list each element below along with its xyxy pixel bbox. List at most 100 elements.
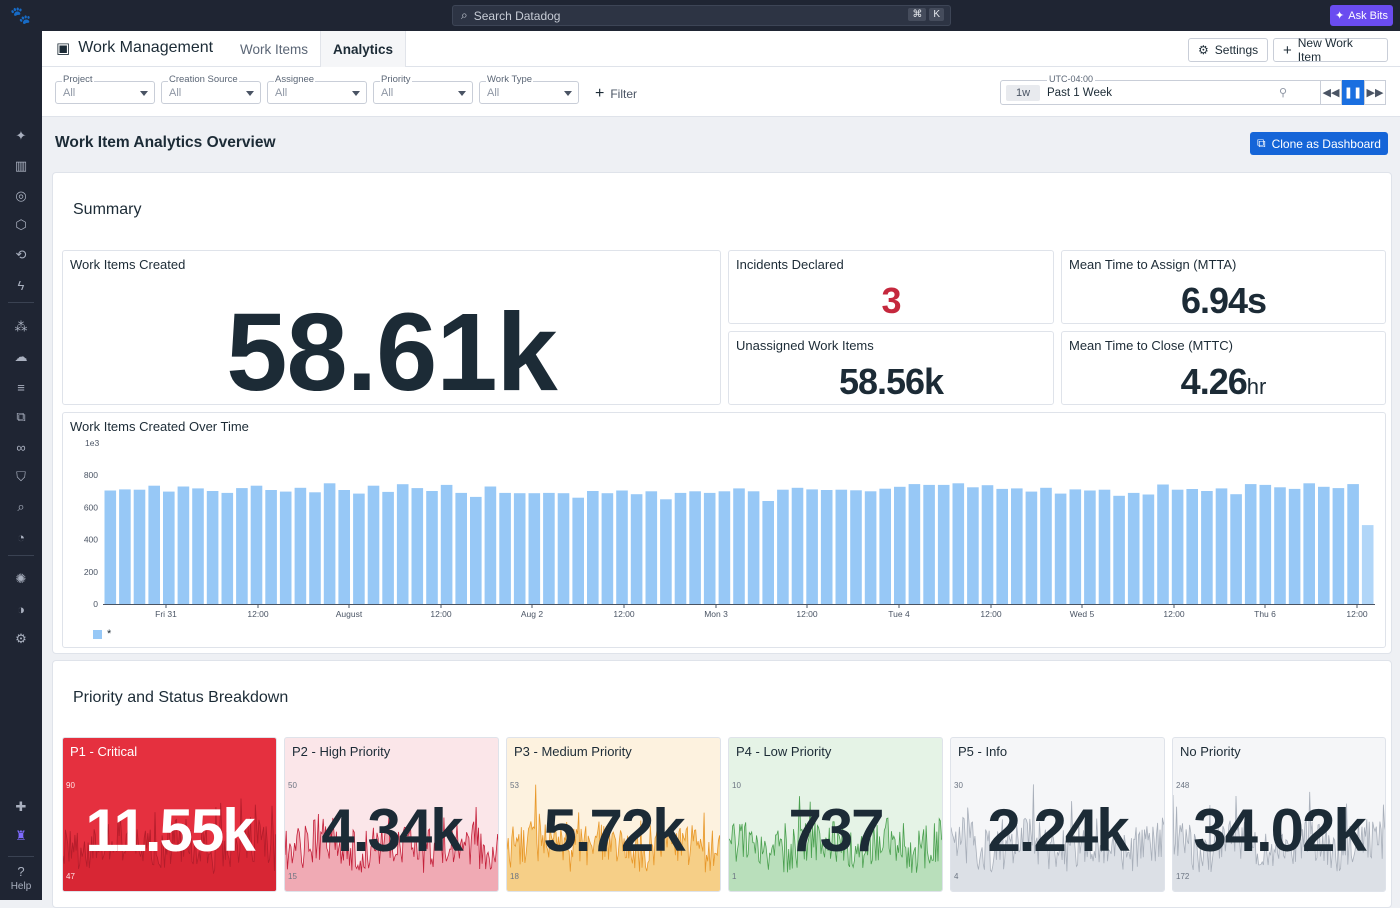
- actions-icon[interactable]: ϟ: [17, 277, 25, 293]
- synthetics-icon[interactable]: ◔: [17, 529, 25, 545]
- fast-forward-icon[interactable]: ▶▶: [1364, 80, 1386, 105]
- bar: [1142, 494, 1155, 604]
- bar: [1127, 492, 1140, 604]
- ask-bits-button[interactable]: ✦ Ask Bits: [1330, 5, 1393, 26]
- security-icon[interactable]: ⬡: [15, 217, 27, 232]
- sidebar-divider: [8, 555, 34, 556]
- clone-as-dashboard-button[interactable]: ⧉ Clone as Dashboard: [1250, 132, 1388, 155]
- bar: [806, 489, 818, 604]
- priority-card[interactable]: P3 - Medium Priority 53 18 5.72k: [506, 737, 721, 892]
- bar: [513, 493, 526, 604]
- monitors-icon[interactable]: ◎: [15, 188, 27, 203]
- x-tick-label: 12:00: [980, 609, 1002, 619]
- priority-card[interactable]: No Priority 248 172 34.02k: [1172, 737, 1386, 892]
- bar: [777, 489, 789, 604]
- bar: [1347, 484, 1359, 604]
- new-work-item-button[interactable]: + New Work Item: [1273, 36, 1388, 64]
- bar: [587, 491, 599, 604]
- bar: [192, 488, 204, 604]
- priority-card-ymin: 1: [732, 872, 737, 881]
- datadog-logo-icon[interactable]: 🐾: [10, 6, 32, 25]
- bar: [353, 493, 365, 604]
- bar: [148, 485, 160, 604]
- priority-card-ymin: 18: [510, 872, 519, 881]
- incidents-declared-widget[interactable]: Incidents Declared 3: [728, 250, 1054, 324]
- bar: [996, 488, 1008, 604]
- bar: [660, 499, 672, 604]
- x-tick-label: 12:00: [796, 609, 818, 619]
- bar: [733, 488, 745, 604]
- tab-analytics[interactable]: Analytics: [320, 31, 407, 68]
- pin-icon[interactable]: ⚲: [1279, 87, 1288, 99]
- filter-bar: Project All Creation Source All Assignee…: [42, 67, 1400, 117]
- priority-card-ymin: 47: [66, 872, 75, 881]
- work-items-created-widget[interactable]: Work Items Created 58.61k: [62, 250, 721, 414]
- search-placeholder: Search Datadog: [473, 8, 561, 23]
- dashboards-icon[interactable]: ▥: [14, 158, 28, 173]
- bar: [382, 491, 394, 604]
- work-type-filter[interactable]: Work Type All: [479, 74, 579, 104]
- priority-filter[interactable]: Priority All: [373, 74, 473, 104]
- legend-swatch: [93, 630, 102, 639]
- bar: [850, 490, 862, 604]
- creation-source-filter[interactable]: Creation Source All: [161, 74, 261, 104]
- caret-down-icon: [246, 91, 254, 96]
- pause-icon[interactable]: ❚❚: [1342, 80, 1364, 105]
- sparkline-area: [507, 784, 720, 891]
- bar: [923, 484, 935, 604]
- unassigned-widget[interactable]: Unassigned Work Items 58.56k: [728, 331, 1054, 405]
- priority-card[interactable]: P1 - Critical 90 47 11.55k: [62, 737, 277, 892]
- caret-down-icon: [458, 91, 466, 96]
- bar: [177, 486, 190, 604]
- bar: [601, 493, 614, 604]
- bar: [557, 493, 570, 604]
- bar: [1318, 486, 1330, 604]
- bug-icon[interactable]: ✺: [15, 571, 27, 586]
- watchdog-icon[interactable]: ⟲: [15, 247, 27, 262]
- add-filter-button[interactable]: + Filter: [595, 85, 638, 102]
- work-items-over-time-widget[interactable]: Work Items Created Over Time 1e3 0 200 400 6…: [62, 412, 1386, 648]
- settings-cog-icon[interactable]: ⚙: [15, 631, 27, 646]
- priority-card[interactable]: P4 - Low Priority 10 1 737: [728, 737, 943, 892]
- priority-card[interactable]: P5 - Info 30 4 2.24k: [950, 737, 1165, 892]
- infrastructure-icon[interactable]: ☁: [14, 349, 28, 364]
- project-filter[interactable]: Project All: [55, 74, 155, 104]
- tab-work-items[interactable]: Work Items: [240, 41, 309, 57]
- mttc-widget[interactable]: Mean Time to Close (MTTC) 4.26hr: [1061, 331, 1386, 405]
- priority-card[interactable]: P2 - High Priority 50 15 4.34k: [284, 737, 499, 892]
- time-range-selector[interactable]: UTC-04:00 1w Past 1 Week ⚲: [1000, 74, 1356, 105]
- sparkline-area: [63, 798, 276, 891]
- y-tick-label: 600: [84, 502, 98, 512]
- priority-card-value: 2.24k: [987, 797, 1129, 864]
- puzzle-icon[interactable]: ✚: [15, 799, 27, 814]
- bar: [1201, 491, 1213, 604]
- priority-card-ymin: 4: [954, 872, 959, 881]
- breakdown-title: Priority and Status Breakdown: [73, 689, 289, 706]
- shield-icon[interactable]: ⛉: [16, 469, 26, 484]
- services-icon[interactable]: ⁂: [14, 319, 28, 334]
- help-button[interactable]: ? Help: [0, 864, 42, 892]
- app-title: ▣ Work Management: [56, 39, 214, 57]
- gauge-icon[interactable]: ◑: [17, 601, 25, 617]
- pin-icon[interactable]: ✦: [15, 128, 27, 143]
- bar: [1244, 484, 1257, 604]
- settings-button[interactable]: ⚙ Settings: [1188, 38, 1269, 62]
- unassigned-value: 58.56k: [838, 361, 944, 402]
- investigate-icon[interactable]: ⌕: [17, 499, 25, 514]
- integrations-icon[interactable]: ∞: [16, 439, 26, 455]
- incidents-declared-value: 3: [881, 280, 901, 321]
- assignee-filter[interactable]: Assignee All: [267, 74, 367, 104]
- rewind-icon[interactable]: ◀◀: [1320, 80, 1342, 105]
- search-input[interactable]: ⌕ Search Datadog ⌘ K: [452, 5, 951, 26]
- mtta-widget[interactable]: Mean Time to Assign (MTTA) 6.94s: [1061, 250, 1386, 324]
- apm-icon[interactable]: ⧉: [16, 409, 26, 424]
- bar: [674, 492, 687, 604]
- bar: [1186, 489, 1198, 604]
- caret-down-icon: [140, 91, 148, 96]
- bar: [543, 492, 555, 604]
- gear-icon: ⚙: [1198, 43, 1209, 57]
- user-avatar-icon[interactable]: ♜: [15, 828, 27, 843]
- bar: [163, 491, 175, 604]
- logs-icon[interactable]: ≡: [17, 379, 25, 395]
- bar: [1171, 489, 1184, 604]
